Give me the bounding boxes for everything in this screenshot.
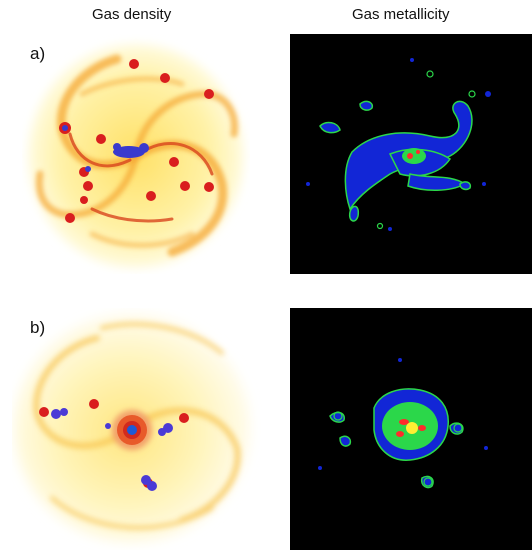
central-disc xyxy=(112,410,152,450)
density-map-b xyxy=(12,308,262,550)
column-title-density: Gas density xyxy=(92,6,172,23)
density-map-a xyxy=(22,34,250,274)
metallicity-map-b xyxy=(290,308,532,550)
metallicity-map-a xyxy=(290,34,532,274)
column-title-metallicity: Gas metallicity xyxy=(352,6,450,23)
panel-label-b: b) xyxy=(30,318,46,337)
panel-label-a: a) xyxy=(30,44,46,63)
